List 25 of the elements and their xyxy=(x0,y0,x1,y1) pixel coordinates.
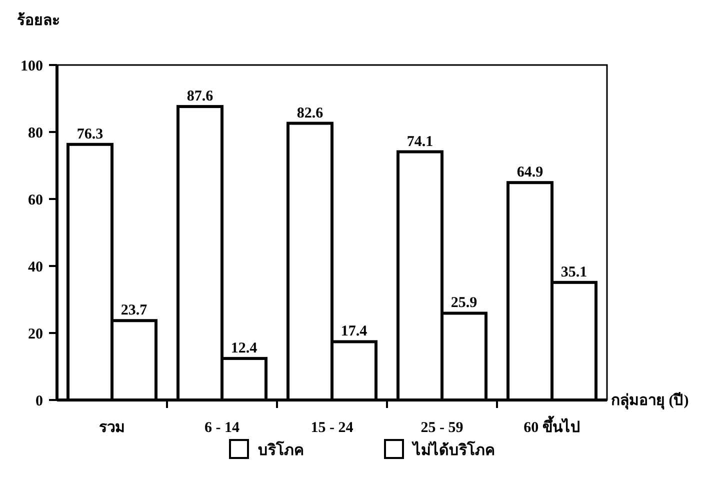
data-label: 12.4 xyxy=(230,340,258,356)
y-tick-label: 60 xyxy=(28,192,43,208)
y-tick-label: 100 xyxy=(20,58,43,74)
y-tick-label: 20 xyxy=(28,326,43,342)
data-label: 23.7 xyxy=(120,302,148,319)
x-tick-label: 60 ขึ้นไป xyxy=(524,415,580,436)
data-label: 25.9 xyxy=(450,295,478,312)
x-tick-label: 25 - 59 xyxy=(420,420,464,436)
data-label: 74.1 xyxy=(406,134,434,150)
x-axis-title: กลุ่มอายุ (ปี) xyxy=(611,392,689,410)
y-tick-label: 80 xyxy=(28,125,43,142)
data-label: 82.6 xyxy=(296,105,324,122)
x-tick-label: 6 - 14 xyxy=(204,420,240,436)
data-label: 76.3 xyxy=(76,126,104,142)
data-label: 17.4 xyxy=(340,324,368,340)
y-axis-title: ร้อยละ xyxy=(17,12,60,29)
x-tick-label: 15 - 24 xyxy=(310,420,354,436)
legend-label: ไม่ได้บริโภค xyxy=(411,440,495,459)
x-tick-label: รวม xyxy=(99,420,125,436)
data-label: 35.1 xyxy=(560,264,588,280)
y-tick-label: 0 xyxy=(36,393,43,410)
data-label: 64.9 xyxy=(516,164,544,181)
y-tick-label: 40 xyxy=(28,259,43,276)
data-label: 87.6 xyxy=(186,88,214,105)
legend-label: บริโภค xyxy=(258,440,304,459)
